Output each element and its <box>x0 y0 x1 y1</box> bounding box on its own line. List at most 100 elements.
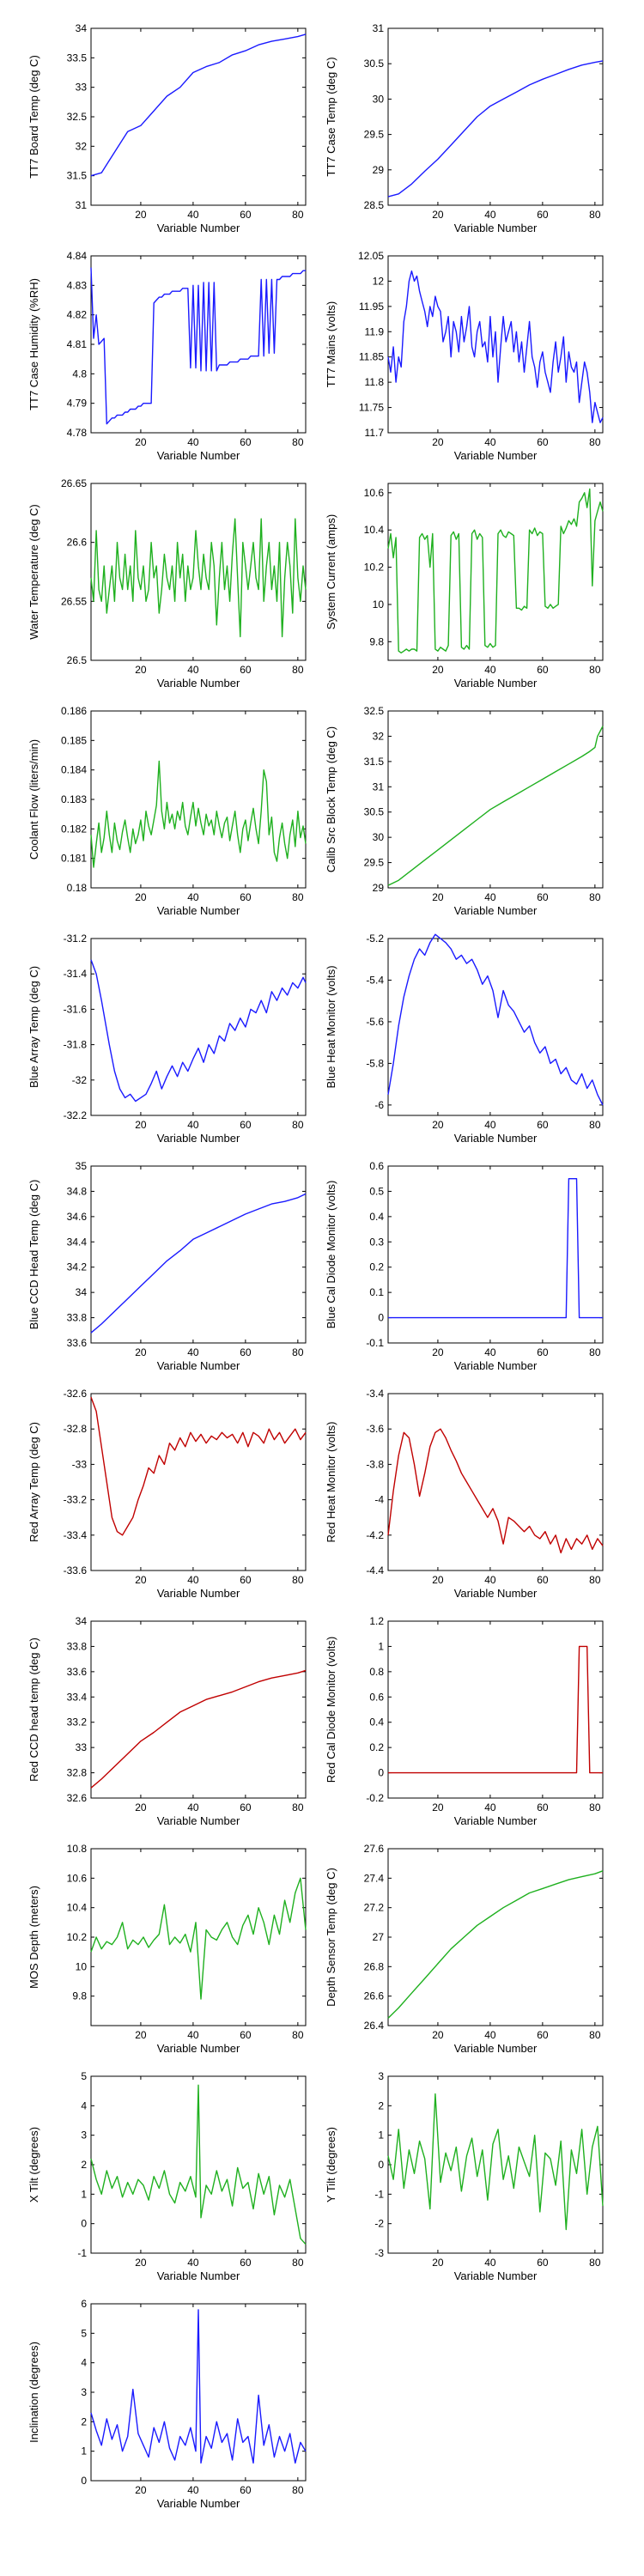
series-line <box>90 1193 307 1334</box>
x-tick-label: 40 <box>187 664 199 676</box>
y-tick-label: 32 <box>76 140 88 152</box>
x-tick-label: 60 <box>537 664 549 676</box>
y-tick-label: 31 <box>373 22 385 34</box>
series-line <box>387 270 604 423</box>
x-axis-label: Variable Number <box>454 1132 538 1145</box>
y-axis-label: Coolant Flow (liters/min) <box>27 739 40 860</box>
subplot: 20 40 60 80 28.5 29 29.5 30 30.5 31 Variable Numbe… <box>325 22 604 234</box>
y-tick-label: 32.5 <box>364 705 385 717</box>
y-tick-label: 27 <box>373 1931 385 1943</box>
y-tick-label: 11.75 <box>359 402 384 414</box>
x-tick-label: 60 <box>537 2257 549 2269</box>
series-line <box>90 1877 307 2000</box>
y-tick-label: 0.18 <box>67 882 88 894</box>
x-tick-label: 20 <box>432 891 444 903</box>
subplot: 20 40 60 80 -0.1 0 0.1 0.2 0.3 0.4 0.5 0.6 Variable … <box>325 1160 604 1372</box>
y-tick-label: 4.82 <box>67 309 88 321</box>
y-tick-label: 29.5 <box>364 857 385 869</box>
y-tick-label: 11.7 <box>365 427 385 439</box>
y-tick-label: 0.4 <box>369 1716 384 1728</box>
y-tick-label: 28.5 <box>364 199 385 211</box>
y-tick-label: -3 <box>374 2247 384 2259</box>
x-axis-label: Variable Number <box>157 1132 240 1145</box>
y-tick-label: 3 <box>81 2129 87 2142</box>
x-tick-label: 60 <box>537 1119 549 1131</box>
y-tick-label: 1 <box>378 2129 384 2142</box>
x-tick-label: 60 <box>537 891 549 903</box>
x-tick-label: 20 <box>135 1346 147 1358</box>
y-tick-label: 33 <box>76 82 88 94</box>
y-tick-label: 4.83 <box>67 279 88 291</box>
x-tick-label: 80 <box>292 2029 304 2041</box>
y-axis-label: MOS Depth (meters) <box>27 1886 40 1989</box>
x-tick-label: 60 <box>537 2029 549 2041</box>
y-tick-label: 2 <box>81 2159 87 2171</box>
x-axis-label: Variable Number <box>454 222 538 234</box>
y-tick-label: 26.6 <box>67 537 88 549</box>
y-tick-label: 0.186 <box>61 705 87 717</box>
x-tick-label: 80 <box>589 664 601 676</box>
series-line <box>90 33 307 177</box>
x-tick-label: 60 <box>240 664 252 676</box>
y-tick-label: 5 <box>81 2327 87 2339</box>
subplot: 20 40 60 80 26.5 26.55 26.6 26.65 Variable Numbe… <box>27 477 307 690</box>
subplot: 20 40 60 80 33.6 33.8 34 34.2 34.4 34.6 34.8 35 Vari… <box>27 1160 307 1372</box>
y-tick-label: -2 <box>374 2218 384 2230</box>
x-tick-label: 60 <box>240 891 252 903</box>
y-tick-label: 30.5 <box>364 806 385 818</box>
y-tick-label: -31.6 <box>64 1003 88 1015</box>
y-tick-label: 4.78 <box>67 427 88 439</box>
axes-box <box>90 938 307 1116</box>
subplot: 20 40 60 80 31 31.5 32 32.5 33 33.5 34 Variable Num… <box>27 22 307 234</box>
x-tick-label: 60 <box>537 1346 549 1358</box>
y-tick-label: 34 <box>76 1615 88 1627</box>
x-tick-label: 60 <box>240 1346 252 1358</box>
x-tick-label: 80 <box>589 891 601 903</box>
x-tick-label: 20 <box>432 436 444 448</box>
x-tick-label: 40 <box>187 1346 199 1358</box>
y-tick-label: 32.6 <box>67 1792 88 1804</box>
x-tick-label: 20 <box>432 1574 444 1586</box>
y-tick-label: -5.8 <box>366 1057 384 1069</box>
axes-box <box>90 1848 307 2026</box>
y-tick-label: 4.84 <box>67 250 88 262</box>
y-tick-label: 0 <box>81 2475 87 2487</box>
y-tick-label: 30.5 <box>364 58 385 70</box>
x-tick-label: 80 <box>292 2257 304 2269</box>
subplot: 20 40 60 80 -6 -5.8 -5.6 -5.4 -5.2 Variable Numbe… <box>325 933 604 1145</box>
y-tick-label: 1.2 <box>369 1615 384 1627</box>
x-tick-label: 80 <box>589 209 601 221</box>
y-tick-label: 34 <box>76 22 88 34</box>
y-tick-label: -32.2 <box>64 1109 88 1121</box>
series-line <box>90 760 307 868</box>
y-axis-label: Y Tilt (degrees) <box>325 2127 337 2202</box>
subplot: 20 40 60 80 0 1 2 3 4 5 6 Variable Number Inclinatio… <box>27 2298 307 2510</box>
y-tick-label: -33.2 <box>64 1494 88 1506</box>
y-tick-label: 26.6 <box>364 1990 385 2002</box>
x-axis-label: Variable Number <box>157 677 240 690</box>
x-tick-label: 20 <box>135 891 147 903</box>
x-axis-label: Variable Number <box>157 2497 240 2510</box>
y-tick-label: 26.55 <box>61 595 87 607</box>
x-tick-label: 40 <box>187 1119 199 1131</box>
y-tick-label: 26.65 <box>61 477 87 489</box>
x-tick-label: 60 <box>240 2029 252 2041</box>
y-tick-label: 10.4 <box>364 524 385 536</box>
axes-box <box>387 1165 604 1344</box>
y-tick-label: 30 <box>373 93 385 105</box>
y-axis-label: TT7 Mains (volts) <box>325 301 337 387</box>
y-axis-label: Calib Src Block Temp (deg C) <box>325 726 337 872</box>
x-tick-label: 20 <box>432 1119 444 1131</box>
x-tick-label: 40 <box>484 1574 496 1586</box>
x-axis-label: Variable Number <box>157 904 240 917</box>
y-tick-label: 10 <box>373 598 385 611</box>
y-tick-label: -3.6 <box>366 1423 384 1435</box>
x-axis-label: Variable Number <box>454 904 538 917</box>
y-tick-label: 11.95 <box>359 301 384 313</box>
y-tick-label: 27.6 <box>364 1843 385 1855</box>
y-tick-label: 0.184 <box>61 764 87 776</box>
series-line <box>90 267 306 425</box>
series-line <box>90 1669 307 1789</box>
x-axis-label: Variable Number <box>157 1814 240 1827</box>
subplot: 20 40 60 80 -4.4 -4.2 -4 -3.8 -3.6 -3.4 Variable N… <box>325 1388 604 1600</box>
